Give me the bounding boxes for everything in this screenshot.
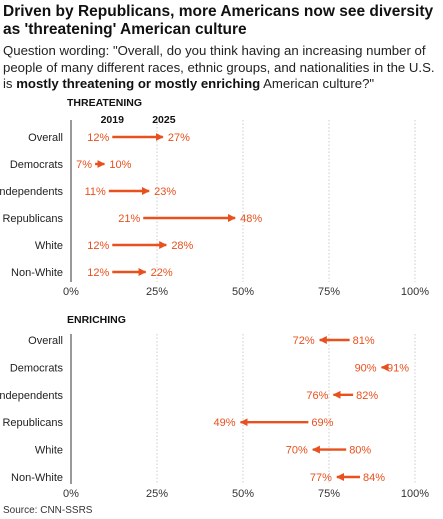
- threatening-value-2019-white: 12%: [87, 240, 109, 252]
- enriching-value-2019-democrats: 91%: [387, 362, 409, 374]
- threatening-panel-title: THREATENING: [67, 97, 142, 109]
- enriching-row-label-non-white: Non-White: [11, 472, 63, 484]
- threatening-row-label-independents: Independents: [0, 186, 63, 198]
- enriching-value-2019-white: 80%: [349, 445, 371, 457]
- threatening-value-2019-non-white: 12%: [87, 267, 109, 279]
- chart-title: Driven by Republicans, more Americans no…: [3, 3, 434, 38]
- threatening-value-2025-republicans: 48%: [240, 213, 262, 225]
- threatening-tick-label: 100%: [401, 286, 429, 298]
- threatening-row-label-non-white: Non-White: [11, 267, 63, 279]
- enriching-row-label-republicans: Republicans: [2, 417, 63, 429]
- enriching-value-2025-independents: 76%: [306, 390, 328, 402]
- threatening-row-label-republicans: Republicans: [2, 213, 63, 225]
- enriching-row-label-white: White: [35, 445, 63, 457]
- threatening-tick-label: 75%: [318, 286, 340, 298]
- threatening-value-2025-independents: 23%: [154, 186, 176, 198]
- threatening-value-2025-white: 28%: [171, 240, 193, 252]
- enriching-value-2019-republicans: 69%: [311, 417, 333, 429]
- question-wording-text: Question wording: "Overall, do you think…: [3, 43, 435, 91]
- threatening-tick-label: 50%: [232, 286, 254, 298]
- enriching-value-2019-independents: 82%: [356, 390, 378, 402]
- enriching-value-2025-white: 70%: [286, 445, 308, 457]
- source-note: Source: CNN-SSRS: [3, 505, 93, 516]
- enriching-value-2019-non-white: 84%: [363, 472, 385, 484]
- threatening-value-2025-democrats: 10%: [109, 159, 131, 171]
- enriching-panel-title: ENRICHING: [67, 314, 126, 326]
- question-wording-emphasis: mostly threatening or mostly enriching: [16, 76, 261, 91]
- enriching-row-label-democrats: Democrats: [10, 362, 64, 374]
- threatening-value-2025-non-white: 22%: [151, 267, 173, 279]
- question-wording-end: American culture?": [260, 76, 375, 91]
- threatening-tick-label: 25%: [146, 286, 168, 298]
- threatening-value-2019-democrats: 7%: [76, 159, 92, 171]
- enriching-tick-label: 50%: [232, 488, 254, 500]
- enriching-value-2019-overall: 81%: [353, 335, 375, 347]
- threatening-value-2025-overall: 27%: [168, 132, 190, 144]
- enriching-tick-label: 0%: [63, 488, 79, 500]
- threatening-legend-2019: 2019: [101, 114, 125, 126]
- enriching-value-2025-republicans: 49%: [214, 417, 236, 429]
- enriching-tick-label: 100%: [401, 488, 429, 500]
- threatening-row-label-overall: Overall: [28, 132, 63, 144]
- enriching-value-2025-overall: 72%: [293, 335, 315, 347]
- enriching-tick-label: 25%: [146, 488, 168, 500]
- enriching-value-2025-democrats: 90%: [355, 362, 377, 374]
- threatening-value-2019-overall: 12%: [87, 132, 109, 144]
- enriching-row-label-independents: Independents: [0, 390, 63, 402]
- threatening-value-2019-independents: 11%: [85, 186, 106, 198]
- threatening-row-label-white: White: [35, 240, 63, 252]
- threatening-value-2019-republicans: 21%: [118, 213, 140, 225]
- enriching-tick-label: 75%: [318, 488, 340, 500]
- threatening-row-label-democrats: Democrats: [10, 159, 64, 171]
- threatening-legend-2025: 2025: [152, 114, 176, 126]
- enriching-row-label-overall: Overall: [28, 335, 63, 347]
- threatening-tick-label: 0%: [63, 286, 79, 298]
- question-wording: Question wording: "Overall, do you think…: [3, 43, 443, 93]
- enriching-value-2025-non-white: 77%: [310, 472, 332, 484]
